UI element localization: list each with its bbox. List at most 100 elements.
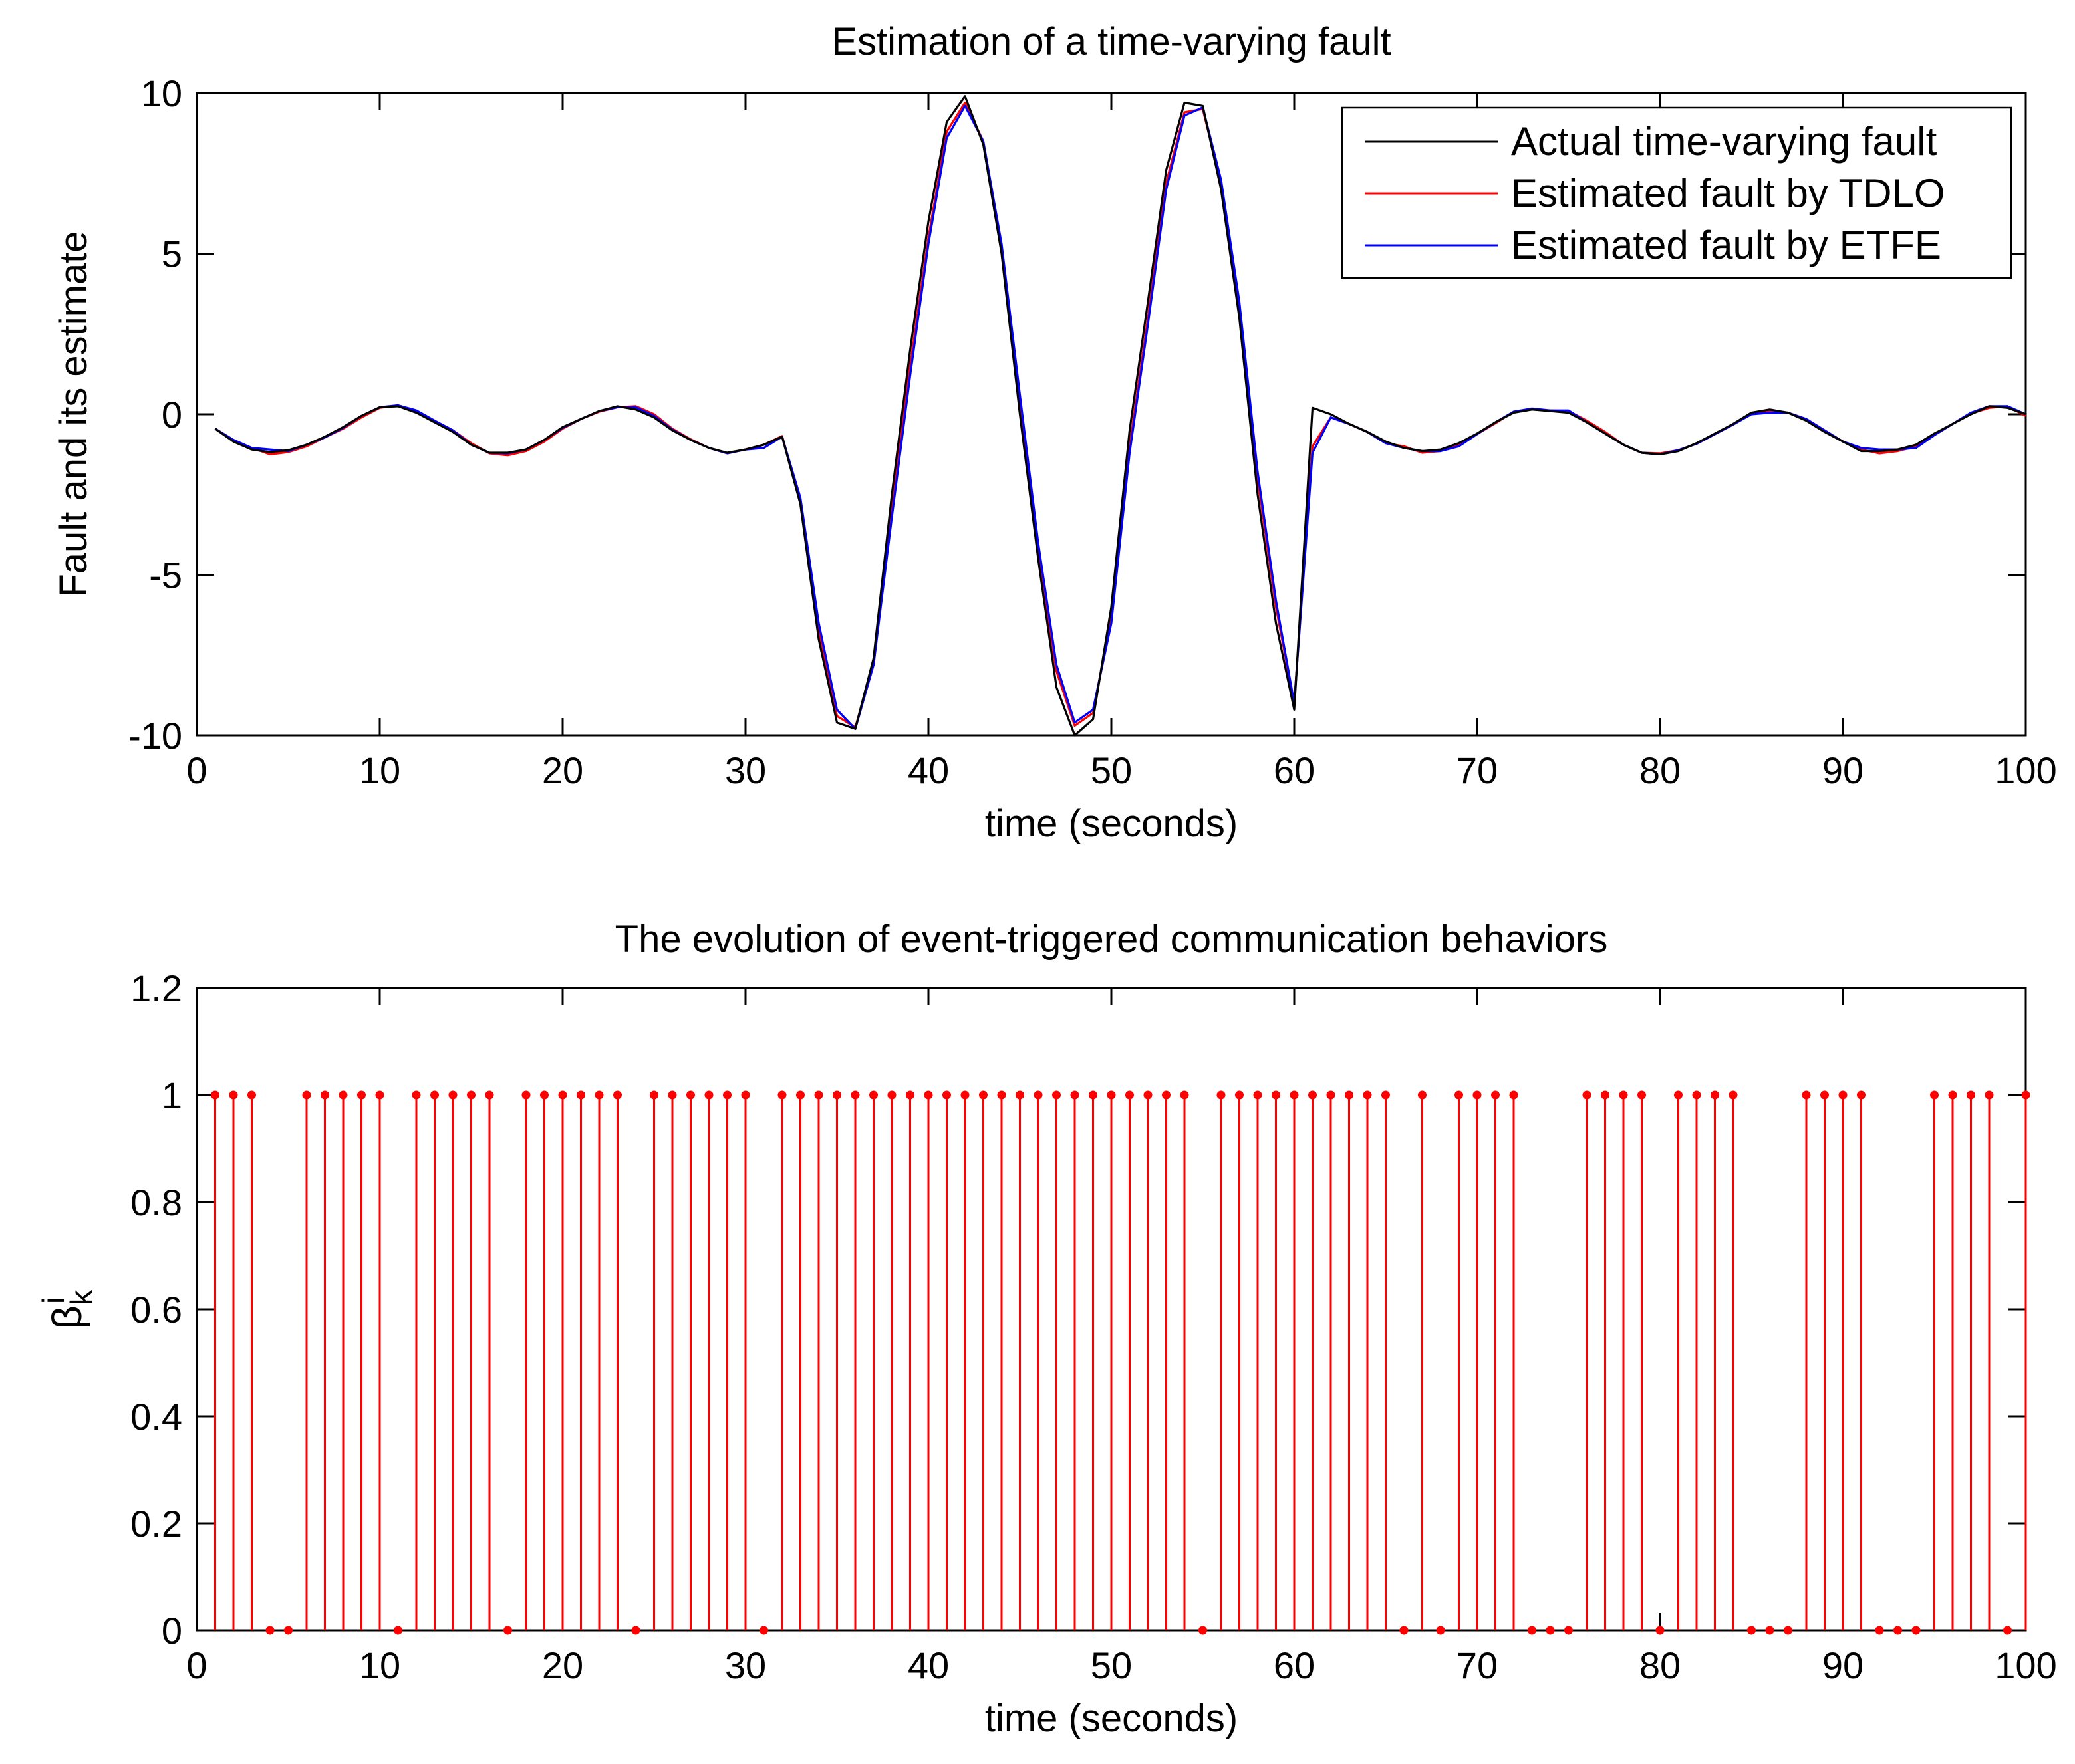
bottom-ytick-label: 0.4 xyxy=(130,1396,182,1438)
top-xtick-label: 60 xyxy=(1274,749,1315,791)
stem-marker xyxy=(247,1090,256,1100)
stem-marker xyxy=(284,1626,293,1635)
stem-marker xyxy=(851,1090,860,1100)
stem-marker xyxy=(1125,1090,1134,1100)
top-xtick-label: 0 xyxy=(186,749,207,791)
stem-marker xyxy=(833,1090,841,1100)
bottom-xtick-label: 40 xyxy=(908,1644,949,1686)
stem-marker xyxy=(1162,1090,1171,1100)
stem-marker xyxy=(760,1626,768,1635)
top-xtick-label: 70 xyxy=(1456,749,1498,791)
bottom-ytick-label: 0.6 xyxy=(130,1289,182,1330)
ylabel-sub-k: k xyxy=(64,1289,98,1305)
stem-marker xyxy=(1272,1090,1280,1100)
stem-marker xyxy=(412,1090,421,1100)
stem-marker xyxy=(1308,1090,1317,1100)
stem-marker xyxy=(1070,1090,1079,1100)
stem-marker xyxy=(1619,1090,1628,1100)
top-series-group xyxy=(214,95,2026,737)
stem-marker xyxy=(869,1090,878,1100)
bottom-stems-group xyxy=(211,1090,2030,1635)
stem-marker xyxy=(686,1090,695,1100)
stem-marker xyxy=(1655,1626,1665,1635)
bottom-xtick-label: 90 xyxy=(1822,1644,1864,1686)
stem-marker xyxy=(1107,1090,1116,1100)
stem-marker xyxy=(1345,1090,1353,1100)
top-xtick-label: 50 xyxy=(1091,749,1132,791)
stem-marker xyxy=(467,1090,476,1100)
legend: Actual time-varying fault Estimated faul… xyxy=(1341,106,2012,279)
stem-marker xyxy=(1637,1090,1646,1100)
legend-label-etfe: Estimated fault by ETFE xyxy=(1511,223,1941,267)
stem-marker xyxy=(1857,1090,1866,1100)
stem-marker xyxy=(1985,1090,1994,1100)
stem-marker xyxy=(394,1626,402,1635)
stem-marker xyxy=(357,1090,366,1100)
stem-marker xyxy=(741,1090,750,1100)
stem-marker xyxy=(1381,1090,1390,1100)
stem-marker xyxy=(1765,1626,1774,1635)
stem-marker xyxy=(577,1090,585,1100)
series-line-actual xyxy=(214,95,2026,737)
top-xtick-label: 100 xyxy=(1995,749,2056,791)
top-ytick-label: -5 xyxy=(149,555,182,596)
stem-marker xyxy=(613,1090,622,1100)
bottom-ytick-label: 1 xyxy=(162,1074,182,1116)
stem-marker xyxy=(1711,1090,1719,1100)
stem-marker xyxy=(540,1090,549,1100)
stem-marker xyxy=(777,1090,787,1100)
stem-marker xyxy=(1034,1090,1043,1100)
stem-marker xyxy=(1198,1626,1207,1635)
stem-marker xyxy=(1143,1090,1153,1100)
stem-marker xyxy=(1418,1090,1427,1100)
stem-marker xyxy=(1363,1090,1372,1100)
stem-marker xyxy=(960,1090,970,1100)
stem-marker xyxy=(1838,1090,1848,1100)
stem-marker xyxy=(503,1626,512,1635)
stem-marker xyxy=(906,1090,914,1100)
bottom-y-axis: 0 0.2 0.4 0.6 0.8 1 1.2 xyxy=(130,967,2026,1652)
top-ytick-label: 10 xyxy=(141,72,182,114)
bottom-ytick-label: 0.8 xyxy=(130,1182,182,1223)
bottom-xtick-label: 60 xyxy=(1274,1644,1315,1686)
stem-marker xyxy=(521,1090,531,1100)
stem-marker xyxy=(1436,1626,1445,1635)
bottom-xtick-label: 70 xyxy=(1456,1644,1498,1686)
stem-marker xyxy=(2021,1090,2030,1100)
stem-marker xyxy=(1089,1090,1097,1100)
stem-marker xyxy=(723,1090,732,1100)
stem-marker xyxy=(650,1090,658,1100)
stem-marker xyxy=(1528,1626,1536,1635)
stem-marker xyxy=(558,1090,567,1100)
stem-marker xyxy=(448,1090,458,1100)
bottom-xtick-label: 10 xyxy=(359,1644,400,1686)
stem-marker xyxy=(1509,1090,1518,1100)
ylabel-sup-i: i xyxy=(36,1297,70,1304)
stem-marker xyxy=(1180,1090,1189,1100)
stem-marker xyxy=(211,1090,219,1100)
top-ytick-label: 0 xyxy=(162,394,182,436)
top-xtick-label: 40 xyxy=(908,749,949,791)
stem-marker xyxy=(1564,1626,1573,1635)
stem-marker xyxy=(1875,1626,1884,1635)
bottom-xtick-label: 20 xyxy=(542,1644,583,1686)
stem-marker xyxy=(595,1090,604,1100)
stem-marker xyxy=(375,1090,384,1100)
stem-marker xyxy=(997,1090,1006,1100)
stem-marker xyxy=(1601,1090,1609,1100)
bottom-chart: The evolution of event-triggered communi… xyxy=(36,918,2057,1740)
stem-marker xyxy=(1016,1090,1024,1100)
top-chart: Estimation of a time-varying fault 0 10 20… xyxy=(52,20,2057,845)
stem-marker xyxy=(339,1090,348,1100)
top-chart-title: Estimation of a time-varying fault xyxy=(831,20,1391,63)
stem-marker xyxy=(2003,1626,2012,1635)
bottom-ytick-label: 0.2 xyxy=(130,1503,182,1545)
stem-marker xyxy=(1546,1626,1555,1635)
bottom-xtick-label: 80 xyxy=(1639,1644,1681,1686)
bottom-x-axis-label: time (seconds) xyxy=(985,1697,1238,1740)
stem-marker xyxy=(1216,1090,1226,1100)
top-ytick-label: 5 xyxy=(162,233,182,275)
top-xtick-label: 30 xyxy=(725,749,766,791)
